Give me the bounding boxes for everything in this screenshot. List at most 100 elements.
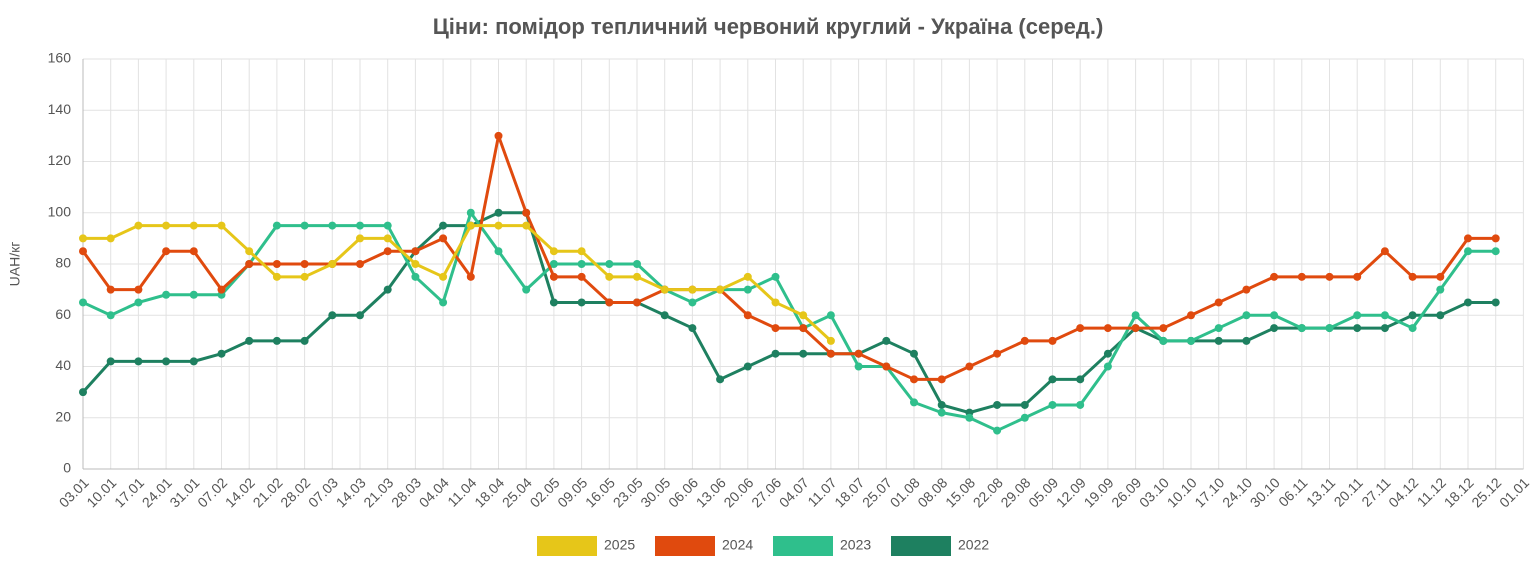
data-point	[1103, 324, 1112, 333]
data-point	[300, 336, 309, 345]
data-point	[300, 272, 309, 281]
data-point	[1048, 336, 1057, 345]
data-point	[1380, 311, 1389, 320]
data-point	[1020, 336, 1029, 345]
data-point	[1242, 336, 1251, 345]
data-point	[162, 357, 171, 366]
data-point	[1464, 298, 1472, 307]
data-point	[937, 408, 946, 417]
data-point	[272, 260, 281, 268]
data-point	[79, 298, 87, 307]
data-point	[577, 247, 586, 256]
x-tick-label: 30.10	[1247, 474, 1283, 510]
data-point	[134, 357, 143, 366]
data-point	[328, 260, 337, 268]
data-point	[1297, 272, 1306, 281]
series-line	[81, 134, 1496, 381]
x-tick-label: 20.11	[1331, 474, 1367, 510]
data-point	[383, 285, 392, 294]
x-tick-label: 24.10	[1219, 474, 1255, 510]
data-point	[217, 221, 226, 230]
data-point	[1491, 298, 1500, 307]
data-point	[826, 311, 835, 320]
data-point	[854, 349, 863, 358]
y-tick-label: 80	[55, 255, 71, 271]
data-point	[356, 221, 364, 230]
data-point	[882, 362, 891, 371]
data-point	[245, 260, 254, 268]
data-point	[245, 247, 254, 256]
x-tick-label: 28.02	[277, 474, 313, 510]
data-point	[1491, 234, 1500, 243]
data-point	[189, 247, 198, 256]
data-point	[716, 285, 725, 294]
x-tick-label: 23.05	[610, 474, 646, 510]
data-point	[1242, 311, 1251, 320]
data-point	[826, 349, 835, 358]
data-point	[1325, 272, 1334, 281]
data-point	[106, 357, 115, 366]
data-point	[522, 208, 531, 217]
data-point	[300, 221, 309, 230]
data-point	[328, 221, 337, 230]
data-point	[1408, 324, 1417, 333]
x-tick-label: 25.07	[859, 474, 895, 510]
data-point	[1187, 336, 1195, 345]
x-tick-label: 11.07	[804, 474, 840, 510]
data-point	[688, 285, 697, 294]
data-point	[743, 362, 752, 371]
data-point	[965, 362, 974, 371]
legend-swatch	[891, 536, 951, 556]
data-point	[1270, 324, 1279, 333]
data-point	[1353, 311, 1362, 320]
x-tick-label: 27.11	[1358, 474, 1394, 510]
y-tick-label: 100	[48, 203, 72, 219]
data-point	[1131, 324, 1140, 333]
x-tick-label: 06.11	[1275, 474, 1311, 510]
x-tick-label: 04.04	[416, 474, 452, 510]
data-point	[1187, 311, 1195, 320]
data-point	[1325, 324, 1334, 333]
data-point	[356, 234, 364, 243]
data-point	[854, 362, 863, 371]
x-tick-label: 18.04	[471, 474, 507, 510]
y-tick-label: 0	[63, 460, 71, 476]
data-point	[549, 298, 558, 307]
data-point	[799, 324, 808, 333]
x-tick-label: 04.12	[1385, 474, 1421, 510]
data-point	[356, 311, 364, 320]
x-tick-label: 17.10	[1191, 474, 1227, 510]
data-point	[383, 234, 392, 243]
data-point	[1076, 324, 1085, 333]
data-point	[79, 247, 87, 256]
data-point	[771, 349, 780, 358]
x-tick-label: 18.12	[1441, 474, 1477, 510]
legend-label: 2025	[604, 537, 635, 553]
x-tick-label: 29.08	[997, 474, 1033, 510]
data-point	[383, 221, 392, 230]
x-tick-label: 10.01	[83, 474, 119, 510]
data-point	[272, 336, 281, 345]
data-point	[1214, 336, 1223, 345]
data-point	[771, 324, 780, 333]
data-point	[993, 426, 1002, 435]
data-point	[605, 272, 614, 281]
data-point	[411, 272, 420, 281]
data-point	[106, 311, 115, 320]
x-tick-label: 31.01	[166, 474, 202, 510]
x-tick-label: 19.09	[1081, 474, 1117, 510]
data-point	[1048, 375, 1057, 384]
legend-label: 2022	[958, 537, 989, 553]
data-point	[660, 285, 669, 294]
data-point	[882, 336, 891, 345]
data-point	[549, 260, 558, 268]
data-point	[79, 234, 87, 243]
data-point	[79, 388, 87, 397]
data-point	[1103, 362, 1112, 371]
series-line	[83, 224, 832, 342]
x-tick-label: 05.09	[1025, 474, 1061, 510]
x-tick-label: 06.06	[665, 474, 701, 510]
x-tick-label: 25.12	[1468, 474, 1504, 510]
legend-swatch	[655, 536, 715, 556]
